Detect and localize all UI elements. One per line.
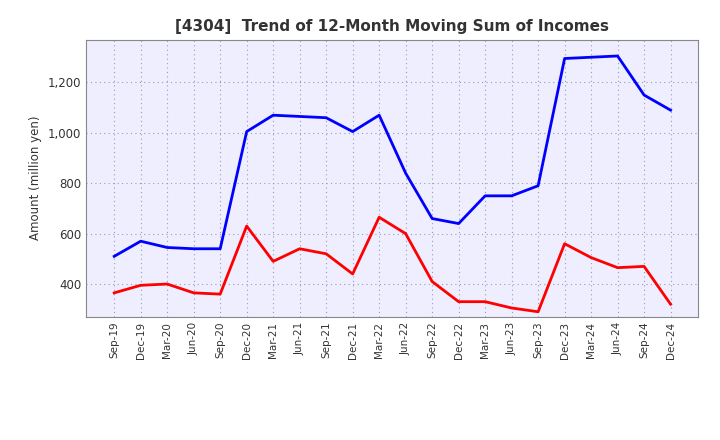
Ordinary Income	[481, 193, 490, 198]
Net Income	[110, 290, 119, 296]
Net Income	[189, 290, 198, 296]
Ordinary Income	[454, 221, 463, 226]
Net Income	[136, 282, 145, 288]
Ordinary Income	[110, 254, 119, 259]
Ordinary Income	[163, 245, 171, 250]
Ordinary Income	[428, 216, 436, 221]
Line: Net Income: Net Income	[114, 217, 670, 312]
Net Income	[375, 215, 384, 220]
Net Income	[163, 282, 171, 287]
Ordinary Income	[189, 246, 198, 251]
Net Income	[560, 241, 569, 246]
Net Income	[587, 255, 595, 260]
Net Income	[454, 299, 463, 304]
Ordinary Income	[243, 129, 251, 134]
Net Income	[640, 264, 649, 269]
Net Income	[534, 309, 542, 315]
Net Income	[216, 291, 225, 297]
Ordinary Income	[295, 114, 304, 119]
Ordinary Income	[560, 56, 569, 61]
Ordinary Income	[508, 193, 516, 198]
Net Income	[243, 224, 251, 229]
Ordinary Income	[136, 238, 145, 244]
Net Income	[481, 299, 490, 304]
Net Income	[666, 301, 675, 307]
Net Income	[508, 305, 516, 311]
Net Income	[295, 246, 304, 251]
Line: Ordinary Income: Ordinary Income	[114, 56, 670, 257]
Ordinary Income	[666, 107, 675, 113]
Net Income	[613, 265, 622, 270]
Title: [4304]  Trend of 12-Month Moving Sum of Incomes: [4304] Trend of 12-Month Moving Sum of I…	[176, 19, 609, 34]
Ordinary Income	[375, 113, 384, 118]
Ordinary Income	[640, 92, 649, 98]
Net Income	[401, 231, 410, 236]
Ordinary Income	[613, 53, 622, 59]
Ordinary Income	[322, 115, 330, 121]
Y-axis label: Amount (million yen): Amount (million yen)	[30, 116, 42, 240]
Net Income	[269, 259, 277, 264]
Net Income	[322, 251, 330, 257]
Net Income	[348, 271, 357, 277]
Ordinary Income	[401, 171, 410, 176]
Ordinary Income	[348, 129, 357, 134]
Ordinary Income	[216, 246, 225, 251]
Ordinary Income	[269, 113, 277, 118]
Ordinary Income	[534, 183, 542, 188]
Net Income	[428, 279, 436, 284]
Ordinary Income	[587, 55, 595, 60]
